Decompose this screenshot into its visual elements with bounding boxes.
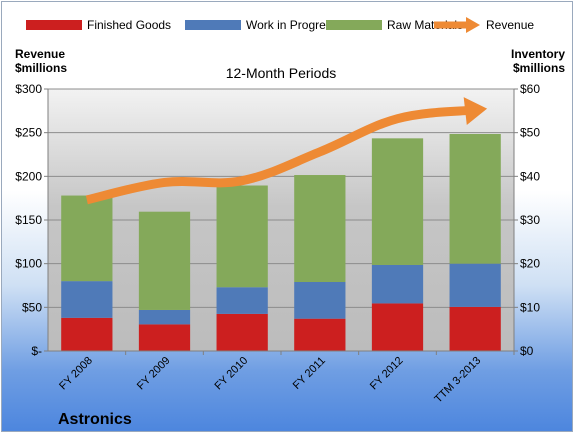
category-label: FY 2012 [368, 355, 406, 393]
bar-finished-goods [371, 303, 424, 351]
bar-finished-goods [294, 318, 346, 351]
bar-raw-materials [371, 138, 424, 265]
right-tick-label: $40 [520, 169, 540, 183]
left-tick-label: $250 [15, 126, 42, 140]
bar-work-in-progress [449, 263, 501, 307]
bar-finished-goods [61, 317, 113, 351]
left-tick-label: $200 [15, 169, 42, 183]
category-label: FY 2010 [213, 355, 251, 393]
left-tick-label: $100 [15, 257, 42, 271]
company-name: Astronics [58, 411, 132, 428]
right-tick-label: $50 [520, 126, 540, 140]
legend-arrow-head [466, 17, 480, 33]
legend-label: Work in Progress [246, 18, 338, 32]
bar-work-in-progress [61, 281, 113, 318]
category-label: FY 2009 [135, 355, 173, 393]
bar-work-in-progress [216, 287, 268, 314]
bar-raw-materials [449, 133, 501, 264]
legend-label: Revenue [486, 18, 534, 32]
left-tick-label: $- [31, 344, 42, 358]
right-tick-label: $30 [520, 213, 540, 227]
bar-raw-materials [138, 211, 191, 310]
category-label: FY 2008 [57, 355, 95, 393]
bar-work-in-progress [294, 282, 346, 319]
legend-swatch [26, 20, 82, 30]
legend-swatch [326, 20, 382, 30]
left-axis-title-line-2: $millions [15, 61, 67, 75]
bar-finished-goods [216, 313, 268, 351]
left-axis-title-line-1: Revenue [15, 47, 65, 61]
right-tick-label: $10 [520, 300, 540, 314]
right-tick-label: $60 [520, 82, 540, 96]
bar-work-in-progress [371, 264, 424, 304]
revenue-arrowhead [463, 97, 488, 125]
bar-work-in-progress [138, 309, 191, 325]
left-tick-label: $50 [22, 300, 42, 314]
chart-title: 12-Month Periods [226, 65, 337, 81]
right-axis-title-line-2: $millions [513, 61, 565, 75]
bar-raw-materials [61, 195, 113, 282]
right-axis-title-line-1: Inventory [511, 47, 565, 61]
bar-raw-materials [216, 185, 268, 288]
bar-finished-goods [138, 324, 191, 351]
right-tick-label: $20 [520, 257, 540, 271]
category-label: FY 2011 [291, 355, 328, 392]
legend-label: Finished Goods [87, 18, 171, 32]
right-tick-label: $0 [520, 344, 534, 358]
revenue-line [85, 105, 476, 205]
bar-raw-materials [294, 175, 346, 283]
left-tick-label: $300 [15, 82, 42, 96]
left-tick-label: $150 [15, 213, 42, 227]
legend-swatch [185, 20, 241, 30]
category-label: TTM 3-2013 [432, 355, 483, 406]
bar-finished-goods [449, 306, 501, 351]
